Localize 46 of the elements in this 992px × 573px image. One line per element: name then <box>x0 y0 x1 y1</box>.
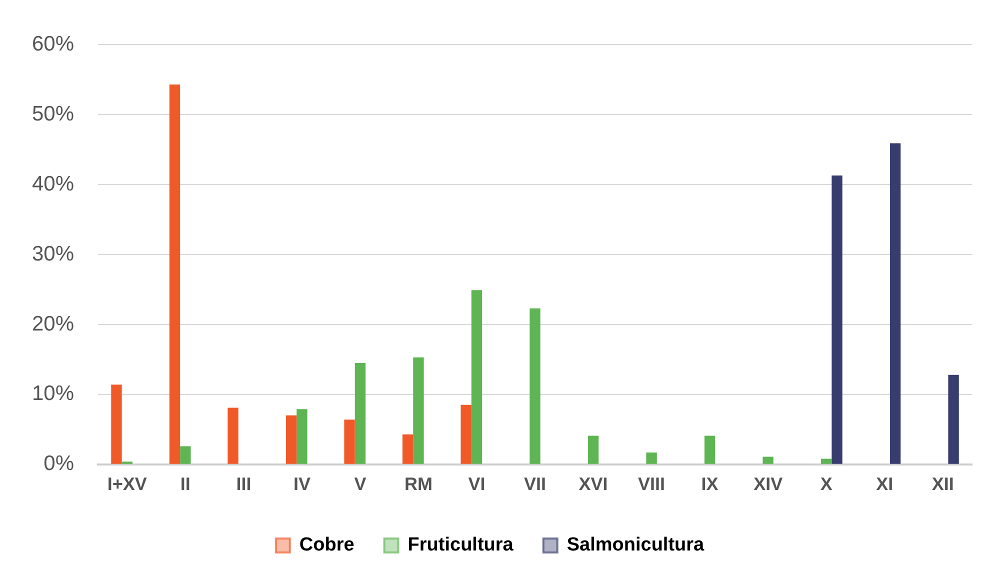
x-tick-label: XVI <box>578 474 608 494</box>
bar <box>180 446 191 464</box>
bar <box>704 436 716 464</box>
x-tick-label: XII <box>932 474 954 494</box>
bar <box>890 143 901 464</box>
y-tick-label: 20% <box>32 312 74 336</box>
x-tick-label: I+XV <box>107 474 147 494</box>
bar <box>762 456 774 464</box>
x-tick-label: VI <box>468 474 486 494</box>
bar <box>588 436 599 464</box>
bar <box>402 434 414 464</box>
x-tick-label: VII <box>524 474 546 494</box>
x-tick-label: RM <box>404 474 432 494</box>
x-tick-label: III <box>236 474 252 494</box>
x-tick-label: V <box>354 474 366 494</box>
bar <box>646 452 657 464</box>
bar <box>832 175 842 464</box>
bar <box>228 408 238 464</box>
y-tick-label: 50% <box>32 102 74 126</box>
x-tick-label: IX <box>701 474 718 494</box>
bar <box>111 384 122 464</box>
bar <box>296 409 308 464</box>
y-tick-label: 10% <box>32 382 74 406</box>
bar <box>460 404 472 464</box>
y-tick-label: 40% <box>32 172 74 196</box>
bar <box>471 290 482 464</box>
x-tick-label: II <box>180 474 190 494</box>
x-tick-label: IV <box>293 474 310 494</box>
x-tick-label: VIII <box>638 474 666 494</box>
x-tick-label: XIV <box>754 474 783 494</box>
legend-label: Cobre <box>299 534 354 556</box>
legend-label: Fruticultura <box>408 534 514 556</box>
legend-label: Salmonicultura <box>566 534 705 556</box>
x-tick-label: X <box>820 474 832 494</box>
bar <box>354 362 366 464</box>
y-tick-label: 0% <box>44 452 74 476</box>
bar <box>286 415 297 464</box>
bar <box>344 420 355 464</box>
bar <box>169 84 180 464</box>
bar <box>530 308 540 464</box>
y-tick-label: 30% <box>32 242 74 266</box>
y-tick-label: 60% <box>32 32 74 56</box>
x-tick-label: XI <box>876 474 894 494</box>
bar <box>948 374 959 464</box>
bar <box>413 357 424 464</box>
bar <box>821 458 832 464</box>
